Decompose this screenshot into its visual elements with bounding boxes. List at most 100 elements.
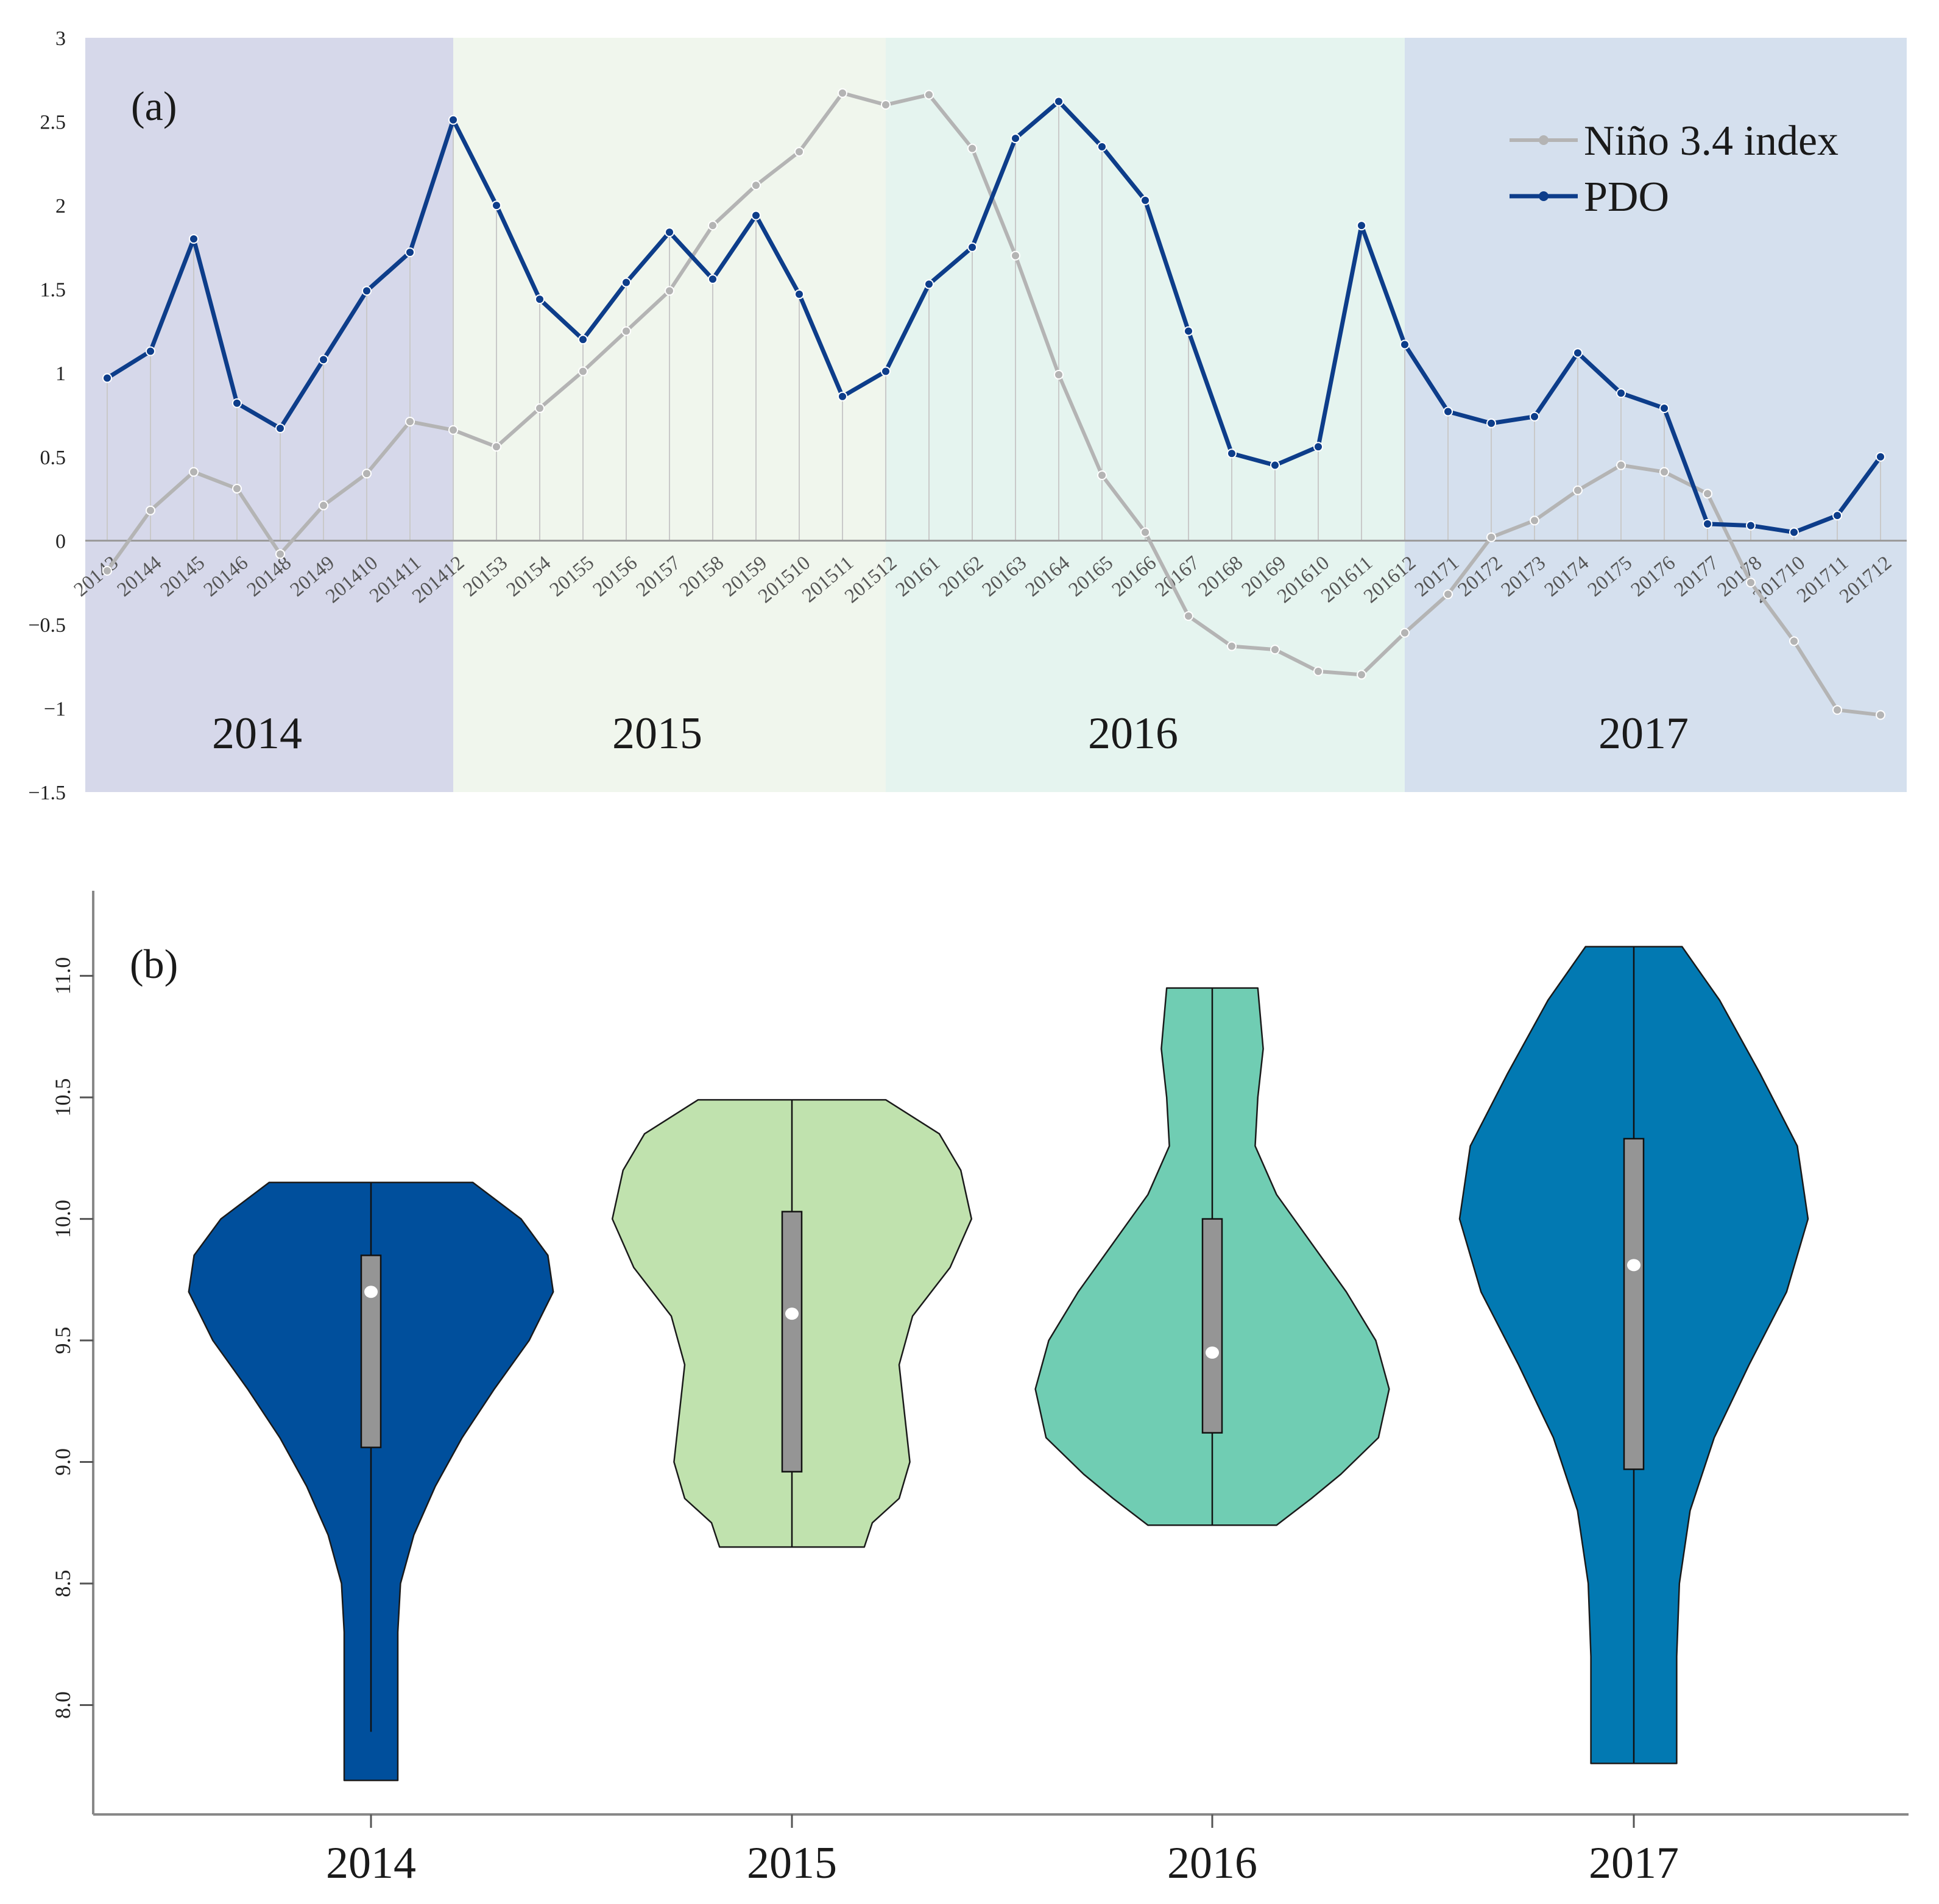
y-tick-label: 8.5 xyxy=(51,1570,75,1598)
data-point xyxy=(189,467,199,477)
data-point xyxy=(1659,403,1669,413)
legend-item: PDO xyxy=(1510,174,1669,221)
data-point xyxy=(838,88,847,98)
data-point xyxy=(1616,460,1626,470)
y-tick-label: 2 xyxy=(55,195,66,218)
y-axis-ticks: 8.0 8.5 9.0 9.5 10.0 10.5 11.0 xyxy=(51,957,93,1719)
data-point xyxy=(1400,339,1410,350)
data-point xyxy=(1097,141,1107,152)
data-point xyxy=(1270,460,1280,470)
data-point xyxy=(1443,406,1453,417)
year-label: 2014 xyxy=(212,709,302,759)
data-point xyxy=(1876,451,1885,462)
x-axis-tick-labels: 2014 2015 2016 2017 xyxy=(326,1814,1679,1888)
data-point xyxy=(275,423,285,434)
violin-2014 xyxy=(188,1181,554,1782)
data-point xyxy=(1832,511,1842,521)
x-tick-label: 2017 xyxy=(1589,1838,1679,1888)
data-point xyxy=(232,398,242,408)
series-nino34 xyxy=(102,88,1885,720)
legend-label: PDO xyxy=(1584,174,1669,221)
data-point xyxy=(924,90,934,100)
data-point xyxy=(362,469,372,479)
data-point xyxy=(1227,641,1237,651)
y-tick-label: 10.5 xyxy=(51,1078,75,1117)
data-point xyxy=(102,373,112,383)
data-point xyxy=(1011,250,1020,261)
year-label: 2017 xyxy=(1598,709,1689,759)
year-label: 2015 xyxy=(612,709,702,759)
data-point xyxy=(1054,96,1064,107)
data-point xyxy=(1140,195,1150,205)
data-point xyxy=(967,242,977,252)
year-band-2014 xyxy=(85,38,453,792)
year-labels: 2014 2015 2016 2017 xyxy=(212,709,1689,759)
y-tick-label: −1.5 xyxy=(28,782,66,804)
y-tick-label: 8.0 xyxy=(51,1691,75,1719)
data-point xyxy=(102,565,112,576)
box-iqr xyxy=(360,1255,382,1448)
series-lines xyxy=(102,88,1885,720)
box-iqr xyxy=(1201,1218,1223,1434)
data-point xyxy=(751,180,761,191)
data-point xyxy=(1184,611,1193,621)
data-point xyxy=(1357,221,1366,231)
panel-label-a: (a) xyxy=(131,83,177,129)
box-iqr xyxy=(781,1211,803,1473)
violins xyxy=(188,946,1809,1782)
data-point xyxy=(578,366,588,377)
data-point xyxy=(665,286,674,296)
data-point xyxy=(1746,520,1756,531)
data-point xyxy=(1270,645,1280,655)
series-line xyxy=(105,91,1881,717)
panel-label-b: (b) xyxy=(130,941,178,987)
legend-marker xyxy=(1539,191,1549,201)
median-dot xyxy=(364,1286,378,1298)
violin-2016 xyxy=(1034,987,1390,1526)
y-tick-label: 0 xyxy=(55,530,66,553)
violin-2017 xyxy=(1458,946,1809,1764)
x-tick-label: 2016 xyxy=(1167,1838,1257,1888)
data-point xyxy=(1486,418,1496,428)
data-point xyxy=(405,247,415,258)
data-point xyxy=(405,417,415,427)
data-point xyxy=(1616,388,1626,398)
y-tick-label: 9.5 xyxy=(51,1327,75,1354)
legend: Niño 3.4 index PDO xyxy=(1510,118,1838,221)
data-point xyxy=(1530,411,1539,422)
data-point xyxy=(1227,448,1237,459)
y-tick-label: −0.5 xyxy=(28,614,66,637)
data-point xyxy=(319,355,328,365)
data-point xyxy=(146,346,155,356)
data-point xyxy=(881,366,891,377)
data-point xyxy=(794,147,804,157)
data-point xyxy=(189,234,199,244)
data-point xyxy=(448,425,458,435)
data-point xyxy=(665,227,674,238)
data-point xyxy=(1573,348,1583,358)
data-point xyxy=(708,274,718,285)
data-point xyxy=(1876,710,1885,720)
series-pdo xyxy=(102,96,1885,537)
data-point xyxy=(1486,532,1496,542)
data-point xyxy=(621,277,631,288)
x-tick-label: 2014 xyxy=(326,1838,416,1888)
data-point xyxy=(1011,133,1020,144)
series-line xyxy=(106,99,1882,535)
data-point xyxy=(492,200,501,211)
data-point xyxy=(1832,705,1842,715)
box-iqr xyxy=(1623,1138,1645,1470)
violin-2015 xyxy=(611,1099,973,1548)
panel-b: 8.08.59.09.510.010.511.0 2014 2015 2016 201… xyxy=(51,891,1909,1888)
data-point xyxy=(146,505,155,515)
y-tick-label: 1 xyxy=(55,363,66,385)
data-point xyxy=(1703,489,1712,499)
y-tick-label: 1.5 xyxy=(40,279,66,302)
y-tick-label: 3 xyxy=(55,27,66,50)
data-point xyxy=(1097,470,1107,481)
legend-label: Niño 3.4 index xyxy=(1584,118,1838,165)
y-tick-label: 0.5 xyxy=(40,447,66,469)
data-point xyxy=(1789,636,1799,646)
panel-a: 32.521.510.50−0.5−1−1.5 2014320144201452… xyxy=(28,27,1907,804)
